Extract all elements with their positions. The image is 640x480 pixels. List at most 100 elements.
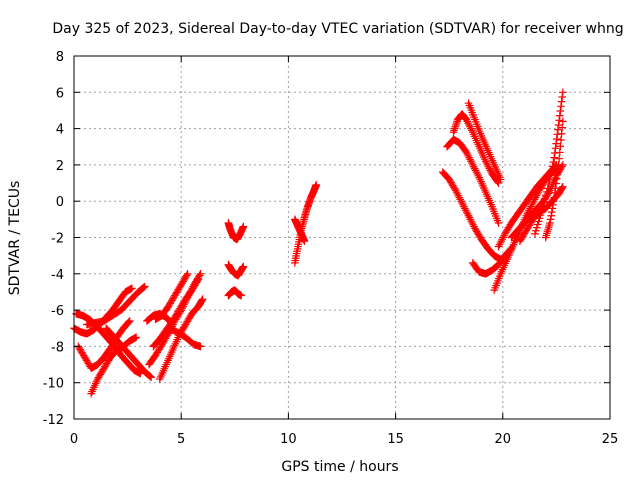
data-point-marker	[551, 184, 560, 193]
y-tick-label: 2	[56, 159, 64, 174]
series-arc-13	[224, 219, 248, 244]
data-point-marker	[558, 123, 567, 132]
data-point-marker	[558, 93, 567, 101]
data-point-marker	[557, 102, 565, 111]
data-point-marker	[553, 170, 562, 179]
y-tick-label: -10	[43, 377, 64, 392]
data-point-marker	[239, 222, 248, 231]
x-axis-label: GPS time / hours	[281, 459, 398, 475]
data-point-marker	[136, 369, 145, 378]
data-point-marker	[167, 319, 176, 328]
data-point-marker	[312, 181, 321, 189]
series-arc-3	[74, 317, 134, 372]
series-arc-28	[516, 182, 567, 245]
y-tick-label: 8	[56, 50, 64, 65]
data-point-marker	[555, 154, 563, 163]
data-point-marker	[146, 372, 155, 381]
data-point-marker	[140, 283, 148, 292]
data-point-marker	[540, 198, 548, 206]
data-point-marker	[544, 180, 553, 188]
data-point-marker	[559, 88, 567, 97]
data-point-marker	[555, 116, 563, 125]
data-point-marker	[555, 111, 564, 120]
series-arc-6	[102, 324, 155, 382]
series-arc-11	[164, 324, 205, 351]
data-point-marker	[555, 148, 564, 157]
data-point-marker	[557, 97, 566, 106]
data-point-marker	[125, 317, 134, 325]
series-arc-22	[468, 244, 516, 278]
data-point-marker	[551, 144, 560, 153]
data-point-marker	[559, 117, 567, 126]
y-tick-label: 6	[56, 86, 64, 101]
series-arc-19	[443, 135, 503, 227]
series-arc-24	[494, 161, 561, 251]
series-arc-4	[87, 333, 140, 398]
data-point-marker	[552, 135, 561, 143]
y-tick-labels: -12 -10 -8 -6 -4 -2 0 2 4 6 8	[43, 50, 64, 428]
x-tick-label: 20	[495, 432, 512, 447]
data-point-marker	[552, 175, 561, 183]
data-point-marker	[494, 219, 503, 227]
y-tick-label: -4	[51, 268, 64, 283]
data-point-marker	[140, 282, 149, 291]
y-tick-label: 4	[56, 123, 64, 138]
data-point-marker	[552, 139, 560, 148]
data-point-marker	[196, 270, 205, 278]
data-point-marker	[554, 161, 563, 169]
y-tick-label: -2	[51, 232, 64, 247]
data-point-marker	[532, 226, 540, 235]
data-point-marker	[549, 158, 558, 166]
x-tick-label: 0	[70, 432, 78, 447]
data-point-marker	[542, 191, 550, 200]
series-arc-17	[291, 215, 309, 245]
data-point-marker	[496, 175, 505, 184]
data-point-marker	[128, 284, 136, 293]
data-point-marker	[543, 188, 551, 196]
x-tick-labels: 0 5 10 15 20 25	[70, 432, 618, 447]
data-point-marker	[548, 204, 557, 213]
data-point-marker	[556, 142, 565, 151]
series-arc-21	[464, 99, 505, 184]
y-tick-label: -8	[51, 340, 64, 355]
series-arc-18	[438, 168, 505, 264]
data-point-marker	[559, 182, 567, 191]
data-point-marker	[557, 136, 565, 144]
data-point-marker	[183, 270, 192, 278]
data-point-marker	[541, 194, 549, 203]
data-point-marker	[546, 215, 555, 224]
data-point-marker	[125, 318, 133, 326]
data-point-marker	[300, 237, 309, 245]
series-arc-14	[224, 260, 248, 280]
data-point-marker	[550, 153, 559, 162]
y-tick-label: -6	[51, 304, 64, 319]
data-point-marker	[552, 179, 560, 188]
series-arc-8	[149, 275, 203, 351]
series-arc-12	[143, 309, 177, 329]
data-point-marker	[546, 171, 555, 180]
series-arc-15	[224, 286, 246, 300]
grid-lines	[74, 56, 610, 419]
data-point-marker	[198, 296, 206, 305]
data-point-marker	[554, 125, 562, 134]
data-point-marker	[147, 373, 155, 382]
series-arc-5	[83, 282, 149, 329]
y-tick-label: 0	[56, 195, 64, 210]
data-point-marker	[548, 162, 557, 171]
x-tick-label: 15	[387, 432, 404, 447]
data-point-marker	[239, 262, 248, 271]
data-point-marker	[545, 175, 554, 184]
x-tick-label: 10	[280, 432, 297, 447]
data-points	[70, 88, 567, 398]
data-point-marker	[534, 217, 543, 226]
series-arc-20	[449, 110, 503, 187]
data-point-marker	[533, 220, 542, 229]
data-point-marker	[532, 223, 541, 232]
data-point-marker	[546, 219, 554, 227]
data-point-marker	[168, 320, 177, 329]
data-point-marker	[556, 107, 565, 115]
data-point-marker	[557, 129, 566, 138]
chart-title: Day 325 of 2023, Sidereal Day-to-day VTE…	[52, 21, 623, 37]
data-point-marker	[132, 333, 140, 342]
y-axis-label: SDTVAR / TECUs	[7, 181, 23, 296]
